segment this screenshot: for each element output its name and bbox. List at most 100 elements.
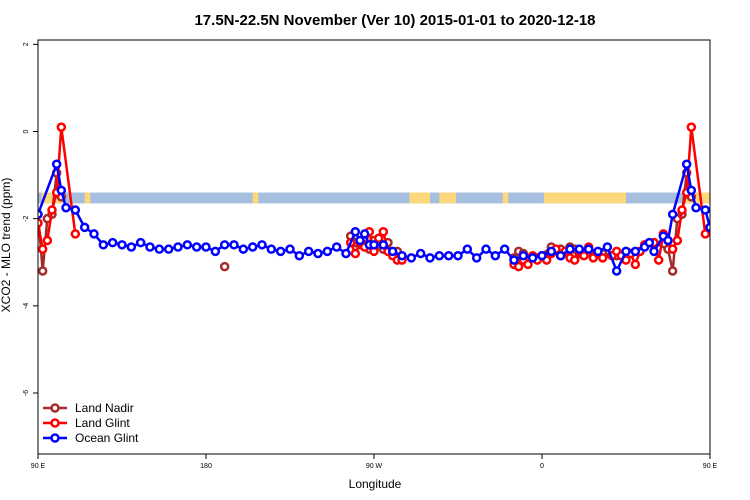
data-point: [555, 250, 566, 261]
data-point: [266, 244, 277, 254]
y-tick-label: -6: [23, 390, 30, 396]
data-point: [350, 226, 361, 237]
land-sea-band: [38, 192, 710, 204]
data-point: [201, 242, 211, 252]
data-point: [434, 250, 445, 261]
data-point: [210, 246, 221, 257]
data-point: [490, 250, 501, 261]
data-point: [117, 240, 127, 250]
data-point: [649, 246, 659, 257]
data-point: [56, 122, 67, 132]
data-point: [700, 205, 710, 215]
data-point: [653, 255, 664, 265]
data-point: [303, 246, 314, 257]
data-point: [667, 244, 678, 254]
legend-swatch-marker: [50, 418, 60, 428]
land-segment-6: [543, 192, 626, 204]
land-segment-1: [84, 192, 91, 204]
data-point: [686, 185, 697, 196]
legend-label: Land Nadir: [75, 401, 134, 415]
land-segment-2: [252, 192, 259, 204]
data-point: [154, 244, 165, 254]
data-point: [38, 244, 48, 254]
y-axis: 2 0 -2 -4 -6: [23, 42, 38, 396]
ocean-band: [38, 192, 710, 204]
data-point: [79, 222, 90, 233]
legend-item: Land Nadir: [43, 401, 134, 415]
y-tick-label: 2: [23, 42, 30, 46]
data-point: [523, 259, 533, 270]
y-tick-label: -2: [23, 215, 30, 221]
data-point: [294, 250, 305, 261]
data-point: [373, 233, 384, 244]
data-point: [369, 240, 379, 250]
data-point: [700, 229, 710, 239]
data-point: [322, 246, 333, 257]
data-point: [229, 240, 239, 250]
data-point: [677, 205, 687, 215]
data-point: [513, 261, 524, 272]
data-point: [341, 248, 351, 259]
data-point: [359, 229, 370, 239]
data-point: [387, 246, 398, 257]
data-point: [51, 159, 62, 169]
x-axis: 90 E 180 90 W 0 90 E: [31, 454, 718, 470]
data-point: [663, 235, 673, 246]
data-point: [313, 248, 323, 259]
land-segment-3: [409, 192, 430, 204]
data-point: [705, 222, 710, 233]
x-tick-label: 0: [540, 463, 544, 470]
data-point: [378, 226, 389, 237]
data-point: [406, 253, 417, 263]
data-point: [579, 250, 589, 261]
land-segment-5: [502, 192, 509, 204]
data-point: [98, 240, 109, 250]
data-point: [527, 253, 538, 263]
data-point: [126, 242, 137, 252]
data-point: [173, 242, 183, 252]
x-tick-label: 90 E: [31, 463, 46, 470]
chart-title: 17.5N-22.5N November (Ver 10) 2015-01-01…: [194, 12, 595, 29]
land-segment-4: [439, 192, 457, 204]
data-point: [569, 255, 580, 265]
legend-label: Land Glint: [75, 416, 130, 430]
data-point: [453, 250, 463, 261]
data-point: [238, 244, 249, 254]
data-point: [691, 203, 701, 213]
data-point: [602, 242, 613, 252]
data-point: [621, 246, 631, 257]
data-point: [38, 209, 43, 220]
data-point: [611, 266, 622, 276]
y-axis-label: XCO2 - MLO trend (ppm): [0, 178, 13, 313]
data-point: [681, 159, 692, 169]
data-point: [583, 244, 594, 254]
data-point: [163, 244, 174, 254]
x-tick-label: 90 W: [366, 463, 383, 470]
data-point: [70, 229, 81, 239]
data-point: [42, 235, 53, 246]
legend-item: Land Glint: [43, 416, 130, 430]
legend-item: Ocean Glint: [43, 431, 139, 445]
data-point: [462, 244, 473, 254]
data-point: [630, 259, 641, 270]
legend-label: Ocean Glint: [75, 431, 139, 445]
data-point: [38, 218, 43, 228]
data-point: [574, 244, 585, 254]
data-point: [275, 246, 286, 257]
data-point: [56, 185, 67, 196]
data-point: [725, 235, 732, 242]
data-point: [667, 209, 678, 220]
data-point: [518, 250, 529, 261]
data-point: [350, 248, 361, 259]
data-point: [331, 242, 342, 252]
data-point: [481, 244, 491, 254]
legend-swatch-marker: [50, 403, 60, 413]
data-point: [537, 250, 547, 261]
data-point: [182, 240, 193, 250]
x-tick-label: 90 E: [703, 463, 718, 470]
data-point: [471, 253, 482, 263]
data-point: [735, 241, 742, 248]
data-point: [89, 229, 99, 239]
